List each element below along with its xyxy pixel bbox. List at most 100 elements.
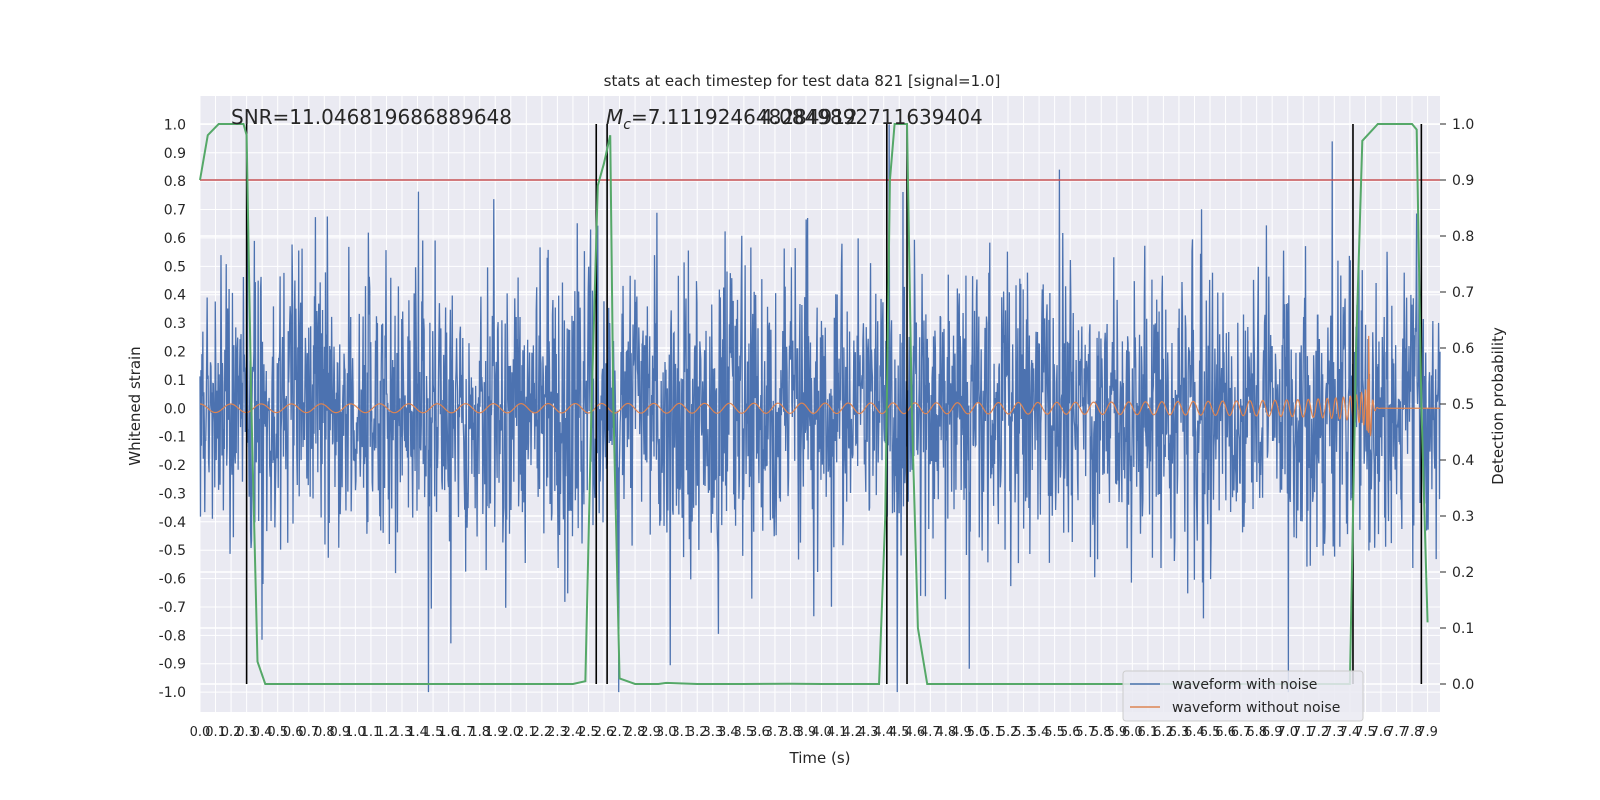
x-tick-label: 3.9 [796,725,817,740]
y2-tick-label: 0.1 [1452,621,1474,637]
x-tick-label: 1.9 [485,725,506,740]
x-tick-label: 6.4 [1184,725,1205,740]
waveform-with-noise-line [199,124,1441,693]
x-tick-label: 6.0 [1122,725,1143,740]
x-tick-label: 6.6 [1215,725,1236,740]
x-tick-label: 6.8 [1246,725,1267,740]
x-tick-label: 4.2 [842,725,863,740]
x-tick-label: 2.2 [532,725,553,740]
x-tick-label: 1.1 [361,725,382,740]
y2-tick-label: 0.7 [1452,285,1474,301]
x-tick-label: 5.5 [1044,725,1065,740]
x-tick-label: 5.3 [1013,725,1034,740]
x-tick-label: 2.7 [609,725,630,740]
x-axis-label: Time (s) [789,749,851,767]
x-tick-label: 4.0 [811,725,832,740]
mc-overlap-annotation: 4.0849892711639404 [760,105,983,129]
x-tick-label: 7.9 [1417,725,1438,740]
x-tick-label: 5.6 [1060,725,1081,740]
x-tick-label: 6.7 [1231,725,1252,740]
x-tick-label: 2.0 [500,725,521,740]
y-tick-label: -0.1 [159,430,186,446]
x-tick-label: 7.8 [1402,725,1423,740]
x-tick-label: 3.0 [656,725,677,740]
x-tick-label: 0.1 [205,725,226,740]
x-tick-label: 2.9 [640,725,661,740]
x-tick-label: 6.1 [1138,725,1159,740]
x-tick-label: 0.5 [267,725,288,740]
y-tick-label: 0.5 [164,259,186,275]
x-tick-label: 7.2 [1308,725,1329,740]
x-tick-label: 5.0 [967,725,988,740]
x-tick-label: 0.6 [283,725,304,740]
y-tick-label: 0.7 [164,203,186,219]
x-tick-label: 3.8 [780,725,801,740]
x-tick-label: 6.5 [1200,725,1221,740]
x-tick-label: 6.3 [1169,725,1190,740]
x-tick-label: 3.5 [734,725,755,740]
x-tick-label: 0.0 [190,725,211,740]
x-tick-label: 7.7 [1386,725,1407,740]
mc-annotation: Mc=7.111924648284912 [606,105,858,133]
y2-tick-label: 0.9 [1452,173,1474,189]
y2-tick-labels: 0.0 0.1 0.2 0.3 0.4 0.5 0.6 0.7 0.8 0.9 1.0 [1440,117,1474,693]
x-tick-label: 5.9 [1106,725,1127,740]
x-tick-label: 1.6 [438,725,459,740]
x-tick-label: 3.7 [765,725,786,740]
x-tick-label: 4.4 [873,725,894,740]
x-tick-label: 5.4 [1029,725,1050,740]
x-tick-label: 0.3 [236,725,257,740]
x-tick-labels: 0.00.10.20.30.40.50.60.70.80.91.01.11.21… [190,725,1438,740]
x-tick-label: 1.8 [469,725,490,740]
y-tick-label: 0.2 [164,344,186,360]
x-tick-label: 5.7 [1075,725,1096,740]
y-tick-label: -0.6 [159,572,186,588]
x-tick-label: 0.9 [330,725,351,740]
series-waveform-with-noise [199,124,1441,693]
y-tick-label: -1.0 [159,685,186,701]
snr-annotation: SNR=11.046819686889648 [231,105,512,129]
x-tick-label: 7.4 [1340,725,1361,740]
x-tick-label: 1.5 [423,725,444,740]
legend: waveform with noise waveform without noi… [1122,670,1364,722]
x-tick-label: 7.6 [1371,725,1392,740]
x-tick-label: 7.3 [1324,725,1345,740]
y-tick-label: 0.0 [164,401,186,417]
x-tick-label: 2.6 [594,725,615,740]
series-waveform-without-noise [200,335,1440,437]
x-tick-label: 3.2 [687,725,708,740]
x-tick-label: 2.4 [563,725,584,740]
y-tick-label: 0.9 [164,146,186,162]
y2-tick-label: 0.0 [1452,677,1474,693]
y-tick-label: -0.3 [159,486,186,502]
chart-title: stats at each timestep for test data 821… [604,72,1001,90]
y2-axis-label: Detection probability [1489,327,1507,485]
y-tick-label: 0.1 [164,373,186,389]
x-tick-label: 2.5 [578,725,599,740]
y-tick-label: 0.8 [164,174,186,190]
legend-label-with-noise: waveform with noise [1172,677,1317,693]
y2-tick-label: 0.5 [1452,397,1474,413]
x-tick-label: 1.7 [454,725,475,740]
mc-subscript: c [623,117,631,133]
y2-tick-label: 0.4 [1452,453,1474,469]
y2-tick-label: 1.0 [1452,117,1474,133]
x-tick-label: 4.5 [889,725,910,740]
x-tick-label: 5.2 [998,725,1019,740]
y2-tick-label: 0.3 [1452,509,1474,525]
x-tick-label: 0.7 [298,725,319,740]
y-tick-label: 0.4 [164,288,186,304]
legend-label-without-noise: waveform without noise [1172,700,1340,716]
x-tick-label: 4.1 [827,725,848,740]
x-tick-label: 3.3 [702,725,723,740]
y-tick-label: -0.8 [159,628,186,644]
x-tick-label: 3.6 [749,725,770,740]
waveform-without-noise-line [200,335,1440,437]
y-tick-label: 0.6 [164,231,186,247]
x-tick-label: 6.9 [1262,725,1283,740]
y-tick-label: -0.7 [159,600,186,616]
x-tick-label: 3.4 [718,725,739,740]
y-tick-label: -0.9 [159,657,186,673]
x-tick-label: 1.3 [392,725,413,740]
y-tick-label: -0.5 [159,543,186,559]
